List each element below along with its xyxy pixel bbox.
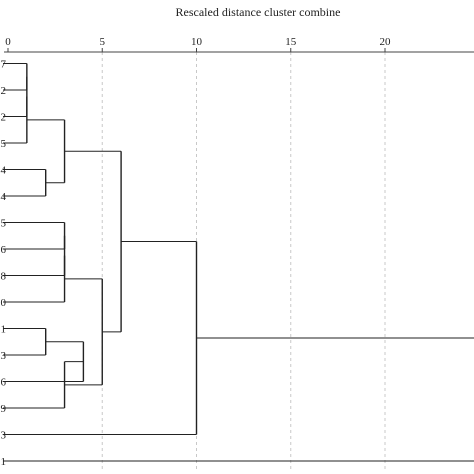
x-tick-label: 5 [100,36,106,48]
case-label: 7 [1,59,7,71]
case-label: 2 [1,85,7,97]
case-label: 6 [1,244,7,256]
x-tick-label: 0 [5,36,11,48]
case-labels: 7 2 2 5 4 4 5 6 8 0 1 3 6 9 3 1 [1,59,8,468]
case-label: 9 [1,403,7,415]
x-tick-label: 10 [191,36,203,48]
dendrogram-tree [8,63,474,462]
case-label: 5 [1,218,7,230]
case-label: 1 [1,324,7,336]
case-label: 5 [1,138,7,150]
case-label: 1 [1,456,7,468]
case-label: 2 [1,112,7,124]
case-label: 0 [1,297,7,309]
case-label: 8 [1,271,7,283]
grid-lines [101,52,386,470]
case-label: 4 [1,191,7,203]
x-axis: 0 5 10 15 20 [4,36,474,53]
case-label: 6 [1,377,7,389]
case-label: 4 [1,165,7,177]
x-tick-label: 15 [285,36,297,48]
case-label: 3 [1,430,7,442]
case-label: 3 [1,350,7,362]
chart-title: Rescaled distance cluster combine [176,5,341,19]
x-tick-label: 20 [380,36,392,48]
